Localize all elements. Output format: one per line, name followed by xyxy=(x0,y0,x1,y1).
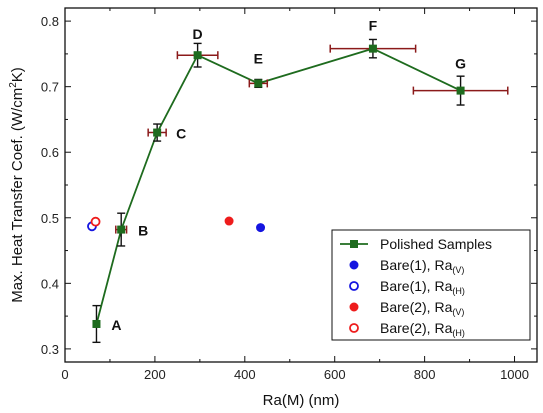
y-tick-label: 0.7 xyxy=(41,80,59,95)
polished-point xyxy=(153,128,162,137)
x-tick-label: 0 xyxy=(61,367,68,382)
point-label: A xyxy=(111,317,121,333)
x-tick-label: 400 xyxy=(234,367,256,382)
legend-marker xyxy=(349,302,359,312)
point-label: F xyxy=(369,18,378,34)
y-tick-label: 0.5 xyxy=(41,211,59,226)
polished-point xyxy=(368,44,377,53)
point-label: C xyxy=(176,126,186,142)
polished-point xyxy=(254,79,263,88)
legend-entry-label: Bare(1), Ra(H) xyxy=(380,278,465,296)
point-label: B xyxy=(138,223,148,239)
x-tick-label: 200 xyxy=(144,367,166,382)
y-tick-label: 0.6 xyxy=(41,145,59,160)
legend-marker xyxy=(350,240,358,248)
legend-marker xyxy=(349,281,359,291)
bare-point xyxy=(256,223,266,233)
point-label: G xyxy=(455,56,466,72)
y-tick-label: 0.3 xyxy=(41,342,59,357)
polished-point xyxy=(117,225,126,234)
legend-entry-label: Polished Samples xyxy=(380,236,492,252)
point-label: E xyxy=(254,50,263,66)
point-label: D xyxy=(193,26,203,42)
polished-point xyxy=(193,51,202,60)
polished-point xyxy=(456,86,465,95)
x-tick-label: 600 xyxy=(324,367,346,382)
legend-box xyxy=(331,229,531,341)
x-tick-label: 800 xyxy=(414,367,436,382)
legend-entry-label: Bare(1), Ra(V) xyxy=(380,257,464,275)
legend-marker xyxy=(349,260,359,270)
legend-entry-label: Bare(2), Ra(H) xyxy=(380,320,465,338)
polished-point xyxy=(92,319,101,328)
y-tick-label: 0.8 xyxy=(41,14,59,29)
y-tick-label: 0.4 xyxy=(41,276,59,291)
legend-entry-label: Bare(2), Ra(V) xyxy=(380,299,464,317)
bare-point xyxy=(224,216,234,226)
x-tick-label: 1000 xyxy=(500,367,529,382)
y-axis-label: Max. Heat Transfer Coef. (W/cm2K) xyxy=(8,67,26,303)
legend-marker xyxy=(349,323,359,333)
x-axis-label: Ra(M) (nm) xyxy=(263,392,340,409)
bare-point xyxy=(90,216,101,227)
